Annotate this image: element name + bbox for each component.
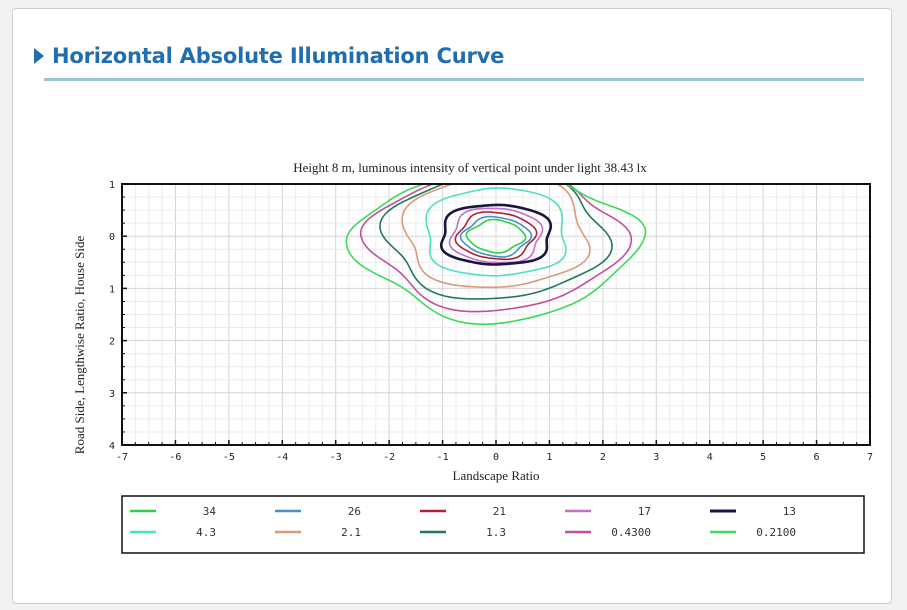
x-tick-label: -3: [330, 452, 342, 463]
contour-0-4300: [359, 184, 633, 313]
contour-1-3: [379, 184, 613, 300]
legend-label: 26: [348, 505, 361, 518]
y-tick-label: 4: [109, 441, 115, 452]
legend: 34 26 21 17 13 4.3 2.1 1.3 0.4300 0.2100: [130, 505, 796, 539]
x-tick-label: 0: [493, 452, 499, 463]
y-axis-label: Road Side, Lengthwise Ratio, House Side: [72, 236, 87, 455]
contour-curves: [345, 184, 647, 326]
contour-21: [454, 211, 538, 261]
grid: [121, 183, 871, 446]
x-tick-label: -5: [223, 452, 235, 463]
y-tick-label: 1: [109, 180, 115, 191]
play-arrow-icon: [34, 48, 44, 64]
legend-label: 21: [493, 505, 506, 518]
y-tick-label: 3: [109, 389, 115, 400]
contour-13: [439, 203, 553, 266]
legend-label: 0.2100: [756, 526, 796, 539]
legend-label: 34: [203, 505, 217, 518]
x-tick-label: 2: [600, 452, 606, 463]
contour-17: [448, 207, 544, 264]
legend-label: 2.1: [341, 526, 361, 539]
legend-label: 1.3: [486, 526, 506, 539]
x-tick-label: 5: [760, 452, 766, 463]
x-tick-label: 7: [867, 452, 873, 463]
x-tick-label: -2: [383, 452, 395, 463]
heading-underline: [44, 78, 864, 81]
x-tick-label: -6: [169, 452, 181, 463]
axis-ticks: -7 -6 -5 -4 -3 -2 -1 0 1 2 3 4 5 6 7 1 0 1 2 3 4: [109, 180, 873, 463]
section-title: Horizontal Absolute Illumination Curve: [52, 44, 505, 68]
x-tick-label: 6: [814, 452, 820, 463]
x-tick-label: 3: [653, 452, 659, 463]
legend-box: [121, 495, 865, 554]
x-tick-label: -4: [276, 452, 288, 463]
legend-label: 13: [783, 505, 796, 518]
legend-label: 0.4300: [611, 526, 651, 539]
contour-2-1: [401, 184, 591, 289]
chart-title: Height 8 m, luminous intensity of vertic…: [293, 160, 647, 175]
legend-label: 4.3: [196, 526, 216, 539]
x-tick-label: 4: [707, 452, 713, 463]
x-tick-label: -7: [116, 452, 128, 463]
contour-4-3: [425, 187, 567, 277]
x-tick-label: -1: [437, 452, 449, 463]
section-heading: Horizontal Absolute Illumination Curve: [34, 40, 504, 72]
x-tick-label: 1: [546, 452, 552, 463]
y-tick-label: 1: [109, 284, 115, 295]
contour-26: [459, 215, 533, 258]
contour-34: [465, 218, 527, 254]
contour-0-2100: [345, 184, 647, 326]
y-tick-label: 0: [109, 232, 115, 243]
x-axis-label: Landscape Ratio: [453, 468, 540, 483]
y-tick-label: 2: [109, 337, 115, 348]
legend-label: 17: [638, 505, 651, 518]
